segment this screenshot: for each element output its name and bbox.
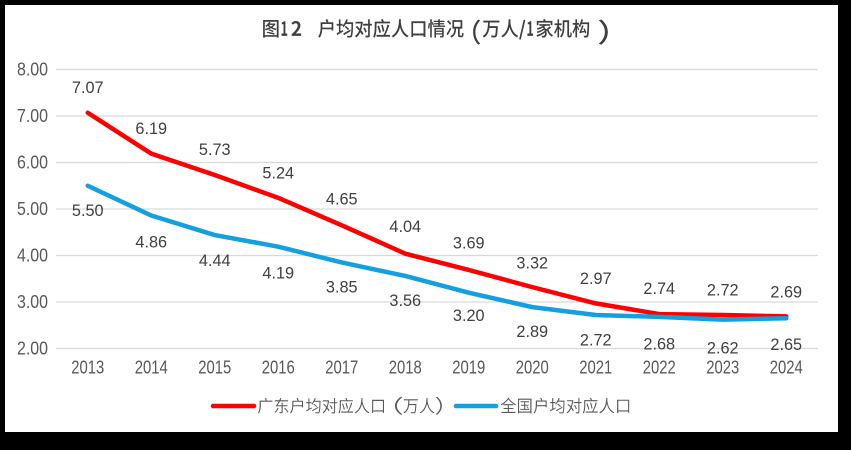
svg-text:4.19: 4.19 <box>262 264 294 282</box>
svg-text:5.50: 5.50 <box>72 202 104 220</box>
svg-text:3.69: 3.69 <box>453 234 485 252</box>
svg-text:7.07: 7.07 <box>72 79 104 97</box>
svg-text:2.97: 2.97 <box>580 270 612 288</box>
svg-text:2024: 2024 <box>770 358 803 378</box>
svg-text:2019: 2019 <box>452 358 485 378</box>
svg-text:2.00: 2.00 <box>17 338 48 358</box>
svg-text:4.65: 4.65 <box>326 190 358 208</box>
svg-text:2.65: 2.65 <box>770 336 802 354</box>
svg-text:2.69: 2.69 <box>770 284 802 302</box>
svg-text:3.85: 3.85 <box>326 279 358 297</box>
svg-text:2020: 2020 <box>516 358 549 378</box>
svg-text:2.68: 2.68 <box>643 336 675 354</box>
svg-text:4.44: 4.44 <box>199 252 231 270</box>
svg-text:2016: 2016 <box>262 358 295 378</box>
svg-text:2018: 2018 <box>389 358 422 378</box>
svg-text:2015: 2015 <box>198 358 231 378</box>
svg-text:3.20: 3.20 <box>453 307 485 325</box>
svg-text:8.00: 8.00 <box>17 59 48 79</box>
svg-text:5.73: 5.73 <box>199 141 231 159</box>
svg-text:2.62: 2.62 <box>707 340 739 358</box>
svg-text:6.19: 6.19 <box>135 120 167 138</box>
svg-text:2.89: 2.89 <box>516 323 548 341</box>
svg-text:6.00: 6.00 <box>17 152 48 172</box>
svg-text:2.72: 2.72 <box>707 281 739 299</box>
svg-text:2.72: 2.72 <box>580 331 612 349</box>
svg-text:5.24: 5.24 <box>262 165 294 183</box>
svg-text:4.86: 4.86 <box>135 233 167 251</box>
svg-text:3.00: 3.00 <box>17 292 48 312</box>
svg-text:2017: 2017 <box>325 358 358 378</box>
svg-text:5.00: 5.00 <box>17 199 48 219</box>
svg-text:4.04: 4.04 <box>389 218 421 236</box>
svg-text:4.00: 4.00 <box>17 245 48 265</box>
svg-text:3.56: 3.56 <box>389 292 421 310</box>
svg-text:2023: 2023 <box>706 358 739 378</box>
svg-text:2022: 2022 <box>643 358 676 378</box>
svg-text:3.32: 3.32 <box>516 255 548 273</box>
svg-text:2021: 2021 <box>579 358 612 378</box>
svg-text:2013: 2013 <box>71 358 104 378</box>
svg-text:2.74: 2.74 <box>643 280 675 298</box>
svg-text:2014: 2014 <box>135 358 168 378</box>
svg-text:7.00: 7.00 <box>17 106 48 126</box>
